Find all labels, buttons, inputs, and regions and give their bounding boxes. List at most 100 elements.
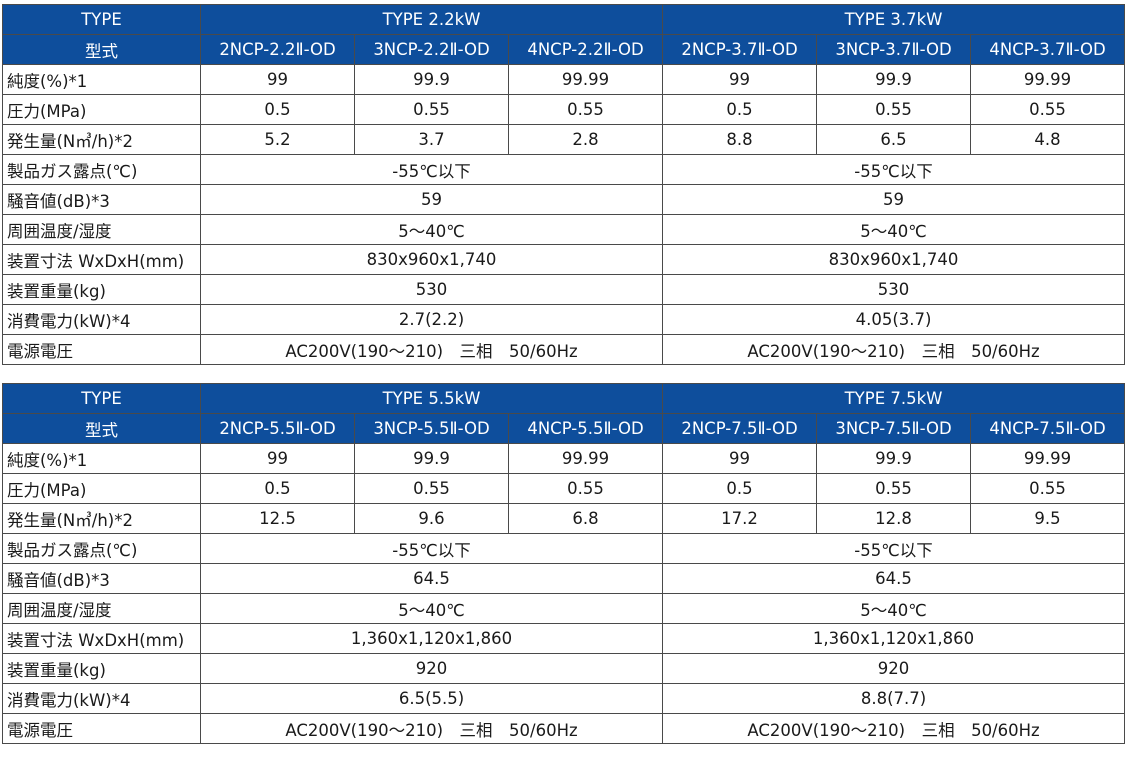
- spec-label: 装置重量(kg): [2, 274, 201, 305]
- spec-table-1: TYPE TYPE 2.2kW TYPE 3.7kW 型式 2NCP-2.2Ⅱ-OD 3N…: [2, 4, 1126, 365]
- spec-value: 0.55: [816, 94, 972, 125]
- spec-value: 6.8: [507, 503, 664, 534]
- spec-value: 5～40℃: [199, 214, 664, 245]
- spec-value: 0.5: [662, 473, 818, 504]
- spec-value: 830x960x1,740: [199, 244, 664, 275]
- model-header-row: 型式 2NCP-5.5Ⅱ-OD 3NCP-5.5Ⅱ-OD 4NCP-5.5Ⅱ-OD 2N…: [2, 413, 1126, 444]
- spec-value: 0.5: [200, 473, 355, 504]
- spec-label: 周囲温度/湿度: [2, 214, 201, 245]
- model-header-label: 型式: [2, 34, 201, 65]
- model-name: 2NCP-5.5Ⅱ-OD: [200, 413, 355, 444]
- spec-value: 64.5: [199, 563, 664, 594]
- spec-value: 5～40℃: [199, 593, 664, 624]
- spec-row: 騒音値(dB)*3 64.5 64.5: [2, 563, 1126, 594]
- spec-value: 3.7: [354, 124, 509, 155]
- spec-row: 純度(%)*1 99 99.9 99.99 99 99.9 99.99: [2, 64, 1126, 95]
- model-name: 3NCP-3.7Ⅱ-OD: [816, 34, 972, 65]
- spec-value: AC200V(190～210) 三相 50/60Hz: [662, 334, 1126, 365]
- spec-label: 装置寸法 WxDxH(mm): [2, 623, 201, 654]
- model-name: 3NCP-5.5Ⅱ-OD: [354, 413, 509, 444]
- spec-value: 12.5: [200, 503, 355, 534]
- spec-value: 12.8: [816, 503, 972, 534]
- model-header-row: 型式 2NCP-2.2Ⅱ-OD 3NCP-2.2Ⅱ-OD 4NCP-2.2Ⅱ-OD 2N…: [2, 34, 1126, 65]
- type-header-label: TYPE: [2, 383, 201, 414]
- spec-value: 6.5(5.5): [199, 683, 664, 714]
- spec-row: 製品ガス露点(℃) -55℃以下 -55℃以下: [2, 533, 1126, 564]
- spec-value: 64.5: [662, 563, 1126, 594]
- spec-row: 発生量(N㎥/h)*2 12.5 9.6 6.8 17.2 12.8 9.5: [2, 503, 1126, 534]
- model-name: 2NCP-2.2Ⅱ-OD: [200, 34, 355, 65]
- spec-value: AC200V(190～210) 三相 50/60Hz: [199, 713, 664, 744]
- spec-value: 99.9: [354, 64, 509, 95]
- spec-value: 9.5: [970, 503, 1126, 534]
- spec-value: 0.5: [200, 94, 355, 125]
- spec-value: 59: [199, 184, 664, 215]
- spec-value: 920: [662, 653, 1126, 684]
- spec-value: 99.99: [970, 64, 1126, 95]
- spec-value: 59: [662, 184, 1126, 215]
- spec-label: 製品ガス露点(℃): [2, 154, 201, 185]
- spec-value: 99: [200, 64, 355, 95]
- spec-row: 発生量(N㎥/h)*2 5.2 3.7 2.8 8.8 6.5 4.8: [2, 124, 1126, 155]
- spec-label: 圧力(MPa): [2, 473, 201, 504]
- spec-label: 消費電力(kW)*4: [2, 683, 201, 714]
- spec-value: 99.9: [354, 443, 509, 474]
- model-name: 4NCP-3.7Ⅱ-OD: [970, 34, 1126, 65]
- model-header-label: 型式: [2, 413, 201, 444]
- spec-value: 0.55: [816, 473, 972, 504]
- spec-value: 0.55: [507, 94, 664, 125]
- spec-label: 電源電圧: [2, 334, 201, 365]
- type-group-header: TYPE 2.2kW: [199, 4, 664, 35]
- spec-row: 圧力(MPa) 0.5 0.55 0.55 0.5 0.55 0.55: [2, 94, 1126, 125]
- spec-row: 純度(%)*1 99 99.9 99.99 99 99.9 99.99: [2, 443, 1126, 474]
- spec-value: -55℃以下: [662, 154, 1126, 185]
- spec-value: 9.6: [354, 503, 509, 534]
- type-group-header: TYPE 7.5kW: [662, 383, 1126, 414]
- spec-value: 0.55: [970, 473, 1126, 504]
- spec-row: 装置寸法 WxDxH(mm) 830x960x1,740 830x960x1,740: [2, 244, 1126, 275]
- spec-value: -55℃以下: [199, 533, 664, 564]
- spec-value: 0.5: [662, 94, 818, 125]
- spec-value: 99: [200, 443, 355, 474]
- model-name: 2NCP-7.5Ⅱ-OD: [662, 413, 818, 444]
- spec-label: 純度(%)*1: [2, 64, 201, 95]
- spec-row: 装置重量(kg) 530 530: [2, 274, 1126, 305]
- type-header-row: TYPE TYPE 2.2kW TYPE 3.7kW: [2, 4, 1126, 35]
- spec-value: 17.2: [662, 503, 818, 534]
- spec-row: 電源電圧 AC200V(190～210) 三相 50/60Hz AC200V(190…: [2, 713, 1126, 744]
- spec-row: 周囲温度/湿度 5～40℃ 5～40℃: [2, 214, 1126, 245]
- model-name: 3NCP-7.5Ⅱ-OD: [816, 413, 972, 444]
- model-name: 4NCP-7.5Ⅱ-OD: [970, 413, 1126, 444]
- spec-label: 装置重量(kg): [2, 653, 201, 684]
- spec-label: 消費電力(kW)*4: [2, 304, 201, 335]
- type-header-label: TYPE: [2, 4, 201, 35]
- spec-label: 純度(%)*1: [2, 443, 201, 474]
- spec-value: 5～40℃: [662, 214, 1126, 245]
- spec-value: 2.7(2.2): [199, 304, 664, 335]
- spec-value: 0.55: [354, 473, 509, 504]
- spec-value: 0.55: [354, 94, 509, 125]
- spec-value: 6.5: [816, 124, 972, 155]
- type-header-row: TYPE TYPE 5.5kW TYPE 7.5kW: [2, 383, 1126, 414]
- spec-value: 4.8: [970, 124, 1126, 155]
- spec-row: 電源電圧 AC200V(190～210) 三相 50/60Hz AC200V(190…: [2, 334, 1126, 365]
- spec-label: 装置寸法 WxDxH(mm): [2, 244, 201, 275]
- spec-value: 8.8(7.7): [662, 683, 1126, 714]
- type-group-header: TYPE 5.5kW: [199, 383, 664, 414]
- spec-value: 0.55: [507, 473, 664, 504]
- spec-value: 1,360x1,120x1,860: [199, 623, 664, 654]
- spec-value: 5～40℃: [662, 593, 1126, 624]
- spec-value: -55℃以下: [199, 154, 664, 185]
- spec-label: 電源電圧: [2, 713, 201, 744]
- spec-row: 消費電力(kW)*4 6.5(5.5) 8.8(7.7): [2, 683, 1126, 714]
- spec-row: 圧力(MPa) 0.5 0.55 0.55 0.5 0.55 0.55: [2, 473, 1126, 504]
- spec-label: 騒音値(dB)*3: [2, 184, 201, 215]
- spec-value: 99: [662, 64, 818, 95]
- spec-label: 製品ガス露点(℃): [2, 533, 201, 564]
- model-name: 3NCP-2.2Ⅱ-OD: [354, 34, 509, 65]
- spec-row: 周囲温度/湿度 5～40℃ 5～40℃: [2, 593, 1126, 624]
- spec-value: 2.8: [507, 124, 664, 155]
- spec-value: 99: [662, 443, 818, 474]
- spec-value: 4.05(3.7): [662, 304, 1126, 335]
- spec-row: 装置寸法 WxDxH(mm) 1,360x1,120x1,860 1,360x1,1…: [2, 623, 1126, 654]
